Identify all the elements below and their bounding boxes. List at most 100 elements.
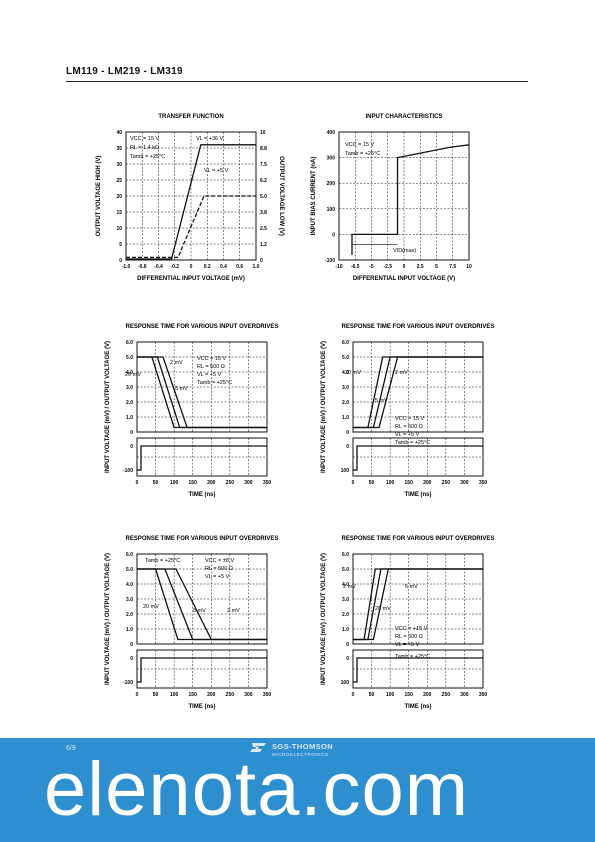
annotation: VCC = 15 V: [130, 136, 160, 142]
header-rule: [66, 81, 528, 82]
footer-band: [0, 738, 595, 842]
x-tick-label: 0.4: [220, 264, 227, 270]
annotation: VL = +5 V: [205, 574, 230, 580]
y-tick-label: 200: [327, 181, 336, 187]
y-tick-label: 0: [346, 430, 349, 436]
y-tick-label: -100: [123, 680, 133, 686]
annotation: VL = +5 V: [395, 642, 420, 648]
watermark: elenota.com: [44, 747, 470, 832]
x-axis-label: DIFFERENTIAL INPUT VOLTAGE (mV): [137, 276, 245, 282]
annotation: Tamb = +25°C: [145, 558, 180, 564]
annotation: RL = 500 Ω: [395, 634, 423, 640]
x-axis-label: TIME (ns): [189, 492, 216, 498]
x-axis-label: TIME (ns): [405, 704, 432, 710]
annotation: Tamb = +25°C: [130, 154, 165, 160]
annotation: VCC = 15 V: [197, 356, 227, 362]
annotation: 20 mV: [125, 372, 141, 378]
y-axis-label: INPUT VOLTAGE (mV) / OUTPUT VOLTAGE (V): [321, 341, 327, 473]
y-tick-label: 10: [116, 226, 122, 232]
y-tick-label: 0: [130, 642, 133, 648]
annotation: VID(max): [393, 248, 416, 254]
x-tick-label: 100: [386, 480, 395, 486]
y-tick-label: 2.0: [126, 612, 133, 618]
x-tick-label: 350: [263, 692, 272, 698]
x-tick-label: -6.5: [351, 264, 360, 270]
y-tick-label: 5.0: [126, 355, 133, 361]
annotation: VL = +5 V: [204, 168, 229, 174]
y-tick-label: 1.0: [342, 627, 349, 633]
y-tick-label: 3.0: [342, 597, 349, 603]
x-tick-label: 350: [263, 480, 272, 486]
x-tick-label: 2.5: [417, 264, 424, 270]
x-axis-label: DIFFERENTIAL INPUT VOLTAGE (V): [353, 276, 455, 282]
y-axis-label: OUTPUT VOLTAGE HIGH (V): [96, 156, 102, 237]
x-tick-label: 50: [369, 480, 375, 486]
y-tick-label: 4.0: [126, 582, 133, 588]
x-tick-label: 0: [136, 692, 139, 698]
x-axis-label: TIME (ns): [189, 704, 216, 710]
y-tick-label: 100: [341, 468, 350, 474]
y-tick-label: 6.0: [126, 552, 133, 558]
y2-tick-label: 7.5: [260, 162, 267, 168]
x-tick-label: 100: [386, 692, 395, 698]
annotation: 5 mV: [375, 398, 388, 404]
y-axis-label: INPUT VOLTAGE (mV) / OUTPUT VOLTAGE (V): [321, 553, 327, 685]
x-tick-label: -0.6: [138, 264, 147, 270]
annotation: 2 mV: [395, 370, 408, 376]
series-line: [351, 144, 470, 255]
y2-tick-label: 6.2: [260, 178, 267, 184]
chart-title: RESPONSE TIME FOR VARIOUS INPUT OVERDRIV…: [126, 324, 279, 330]
y-tick-label: 0: [130, 444, 133, 450]
response-time-chart-2: RESPONSE TIME FOR VARIOUS INPUT OVERDRIV…: [321, 324, 494, 498]
series-line-2mv: [137, 356, 267, 429]
y-tick-label: 2.0: [342, 400, 349, 406]
y-tick-label: 100: [327, 207, 336, 213]
annotation: VL = +5 V: [395, 432, 420, 438]
input-characteristics-chart: INPUT CHARACTERISTICS -10 -6.5 -5 -2.5 0 2.5 5 7…: [311, 114, 472, 282]
y-tick-label: 400: [327, 130, 336, 136]
y-tick-label: 4.0: [126, 370, 133, 376]
annotation: RL = 500 Ω: [205, 566, 233, 572]
annotation: 5 mV: [175, 386, 188, 392]
x-tick-label: 1.0: [253, 264, 260, 270]
y-tick-label: 2.0: [342, 612, 349, 618]
x-tick-label: 10: [466, 264, 472, 270]
y-tick-label: 30: [116, 162, 122, 168]
annotation: 20 mV: [143, 604, 159, 610]
y2-tick-label: 3.8: [260, 210, 267, 216]
y-tick-label: 0: [130, 656, 133, 662]
x-tick-label: 300: [460, 692, 469, 698]
chart-title: RESPONSE TIME FOR VARIOUS INPUT OVERDRIV…: [342, 536, 495, 542]
series-line-2mv: [137, 568, 267, 641]
x-tick-label: 0: [136, 480, 139, 486]
y-tick-label: 40: [116, 130, 122, 136]
response-time-chart-3: RESPONSE TIME FOR VARIOUS INPUT OVERDRIV…: [105, 536, 278, 710]
y-axis-label: INPUT BIAS CURRENT (nA): [311, 157, 317, 236]
y-tick-label: 0: [346, 642, 349, 648]
y-tick-label: 0: [130, 430, 133, 436]
y-tick-label: 25: [116, 178, 122, 184]
y-tick-label: -100: [325, 258, 335, 264]
y-tick-label: 6.0: [342, 552, 349, 558]
x-tick-label: 150: [189, 692, 198, 698]
x-tick-label: -0.2: [170, 264, 179, 270]
y-tick-label: 4.0: [342, 582, 349, 588]
x-tick-label: -2.5: [383, 264, 392, 270]
x-tick-label: -5: [369, 264, 374, 270]
annotation: RL = 500 Ω: [395, 424, 423, 430]
x-tick-label: 300: [244, 692, 253, 698]
response-time-chart-4: RESPONSE TIME FOR VARIOUS INPUT OVERDRIV…: [321, 536, 495, 710]
y-tick-label: 3.0: [342, 385, 349, 391]
y-tick-label: 0: [346, 444, 349, 450]
annotation: VCC = +15 V: [395, 626, 428, 632]
x-tick-label: 200: [207, 692, 216, 698]
y-tick-label: 0: [119, 258, 122, 264]
y-tick-label: 3.0: [126, 385, 133, 391]
x-tick-label: 50: [153, 480, 159, 486]
page-header-title: LM119 - LM219 - LM319: [66, 66, 183, 77]
annotation: 20 mV: [375, 606, 391, 612]
x-tick-label: 350: [479, 692, 488, 698]
x-tick-label: 200: [423, 692, 432, 698]
x-tick-label: 250: [226, 480, 235, 486]
input-step-line: [353, 445, 483, 471]
